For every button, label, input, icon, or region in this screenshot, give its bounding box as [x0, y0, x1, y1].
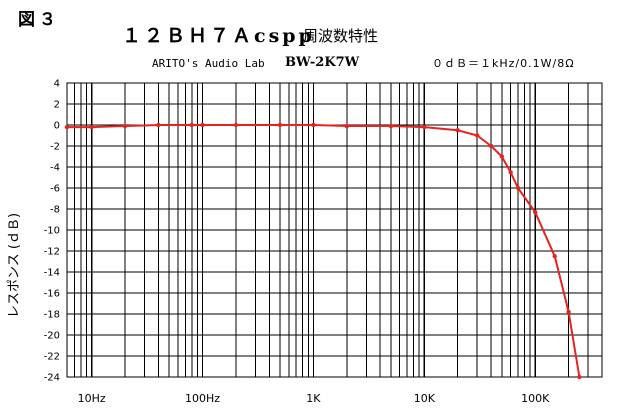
data-point [488, 143, 494, 149]
y-tick-label: -4 [50, 163, 60, 174]
maker-label: ARITO's Audio Lab [152, 57, 265, 70]
data-point [388, 123, 394, 129]
y-tick-label: -10 [44, 226, 60, 237]
y-tick-label: -18 [44, 310, 60, 321]
data-point [515, 185, 521, 191]
data-point [344, 123, 350, 129]
y-tick-label: -14 [44, 268, 60, 279]
data-point [499, 154, 505, 159]
y-tick-label: -22 [44, 352, 60, 363]
y-tick-label: 0 [54, 121, 60, 132]
y-tick-label: -6 [50, 184, 60, 195]
data-point [89, 124, 94, 130]
data-point [533, 209, 538, 215]
data-point [311, 122, 316, 128]
y-tick-label: -8 [50, 205, 60, 216]
y-tick-label: -12 [44, 247, 60, 258]
chart-title-suffix: 周波数特性 [303, 27, 379, 45]
reference-label: ０ｄＢ＝１kHz/0.1W/8Ω [432, 57, 575, 70]
x-tick-label: 10K [414, 392, 436, 405]
x-tick-label: 100Hz [185, 392, 220, 405]
figure-label: 図３ [18, 10, 60, 30]
x-tick-label: 100K [521, 392, 550, 405]
y-tick-label: -24 [44, 373, 60, 384]
data-point [277, 122, 283, 128]
model-label: BW-2K7W [285, 55, 360, 70]
y-tick-label: 4 [54, 79, 60, 90]
data-point [189, 122, 194, 128]
y-tick-label: -2 [50, 142, 60, 153]
data-point [508, 170, 513, 175]
y-tick-label: 2 [54, 100, 60, 111]
data-point [156, 122, 161, 128]
data-point [455, 128, 460, 133]
data-point [475, 133, 480, 138]
plot-border [66, 82, 603, 378]
x-tick-label: 1K [306, 392, 321, 405]
data-point [233, 122, 239, 128]
data-point [64, 124, 70, 130]
data-point [422, 124, 427, 130]
data-point [577, 374, 582, 380]
data-point [200, 122, 205, 128]
x-tick-label: 10Hz [78, 392, 106, 405]
y-tick-label: -20 [44, 331, 60, 342]
chart-title: １２ＢＨ７Ａcspp [122, 25, 315, 47]
response-curve-line [67, 124, 581, 378]
data-point [122, 123, 128, 129]
data-point [566, 309, 571, 315]
y-tick-label: -16 [44, 289, 60, 300]
data-point [552, 254, 557, 259]
